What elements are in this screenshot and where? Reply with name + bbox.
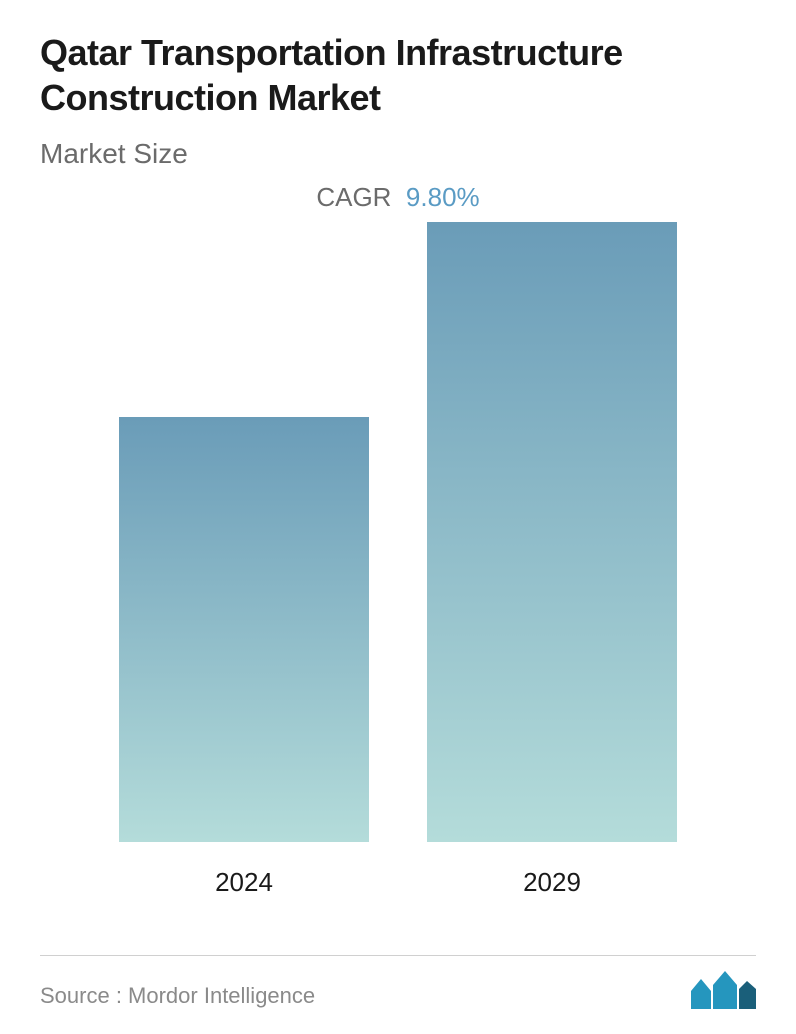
bar-label-2029: 2029 — [523, 867, 581, 898]
bar-label-2024: 2024 — [215, 867, 273, 898]
chart-title: Qatar Transportation Infrastructure Cons… — [40, 30, 756, 120]
cagr-label: CAGR — [316, 182, 391, 212]
bar-2024 — [119, 417, 369, 842]
bar-chart: 2024 2029 — [40, 253, 756, 898]
cagr-row: CAGR 9.80% — [40, 182, 756, 213]
bar-2029 — [427, 222, 677, 842]
chart-subtitle: Market Size — [40, 138, 756, 170]
cagr-value: 9.80% — [406, 182, 480, 212]
bar-group-2029: 2029 — [427, 222, 677, 898]
footer-divider — [40, 955, 756, 956]
footer: Source : Mordor Intelligence — [40, 971, 756, 1009]
bar-group-2024: 2024 — [119, 417, 369, 898]
source-text: Source : Mordor Intelligence — [40, 983, 315, 1009]
mordor-logo-icon — [691, 971, 756, 1009]
